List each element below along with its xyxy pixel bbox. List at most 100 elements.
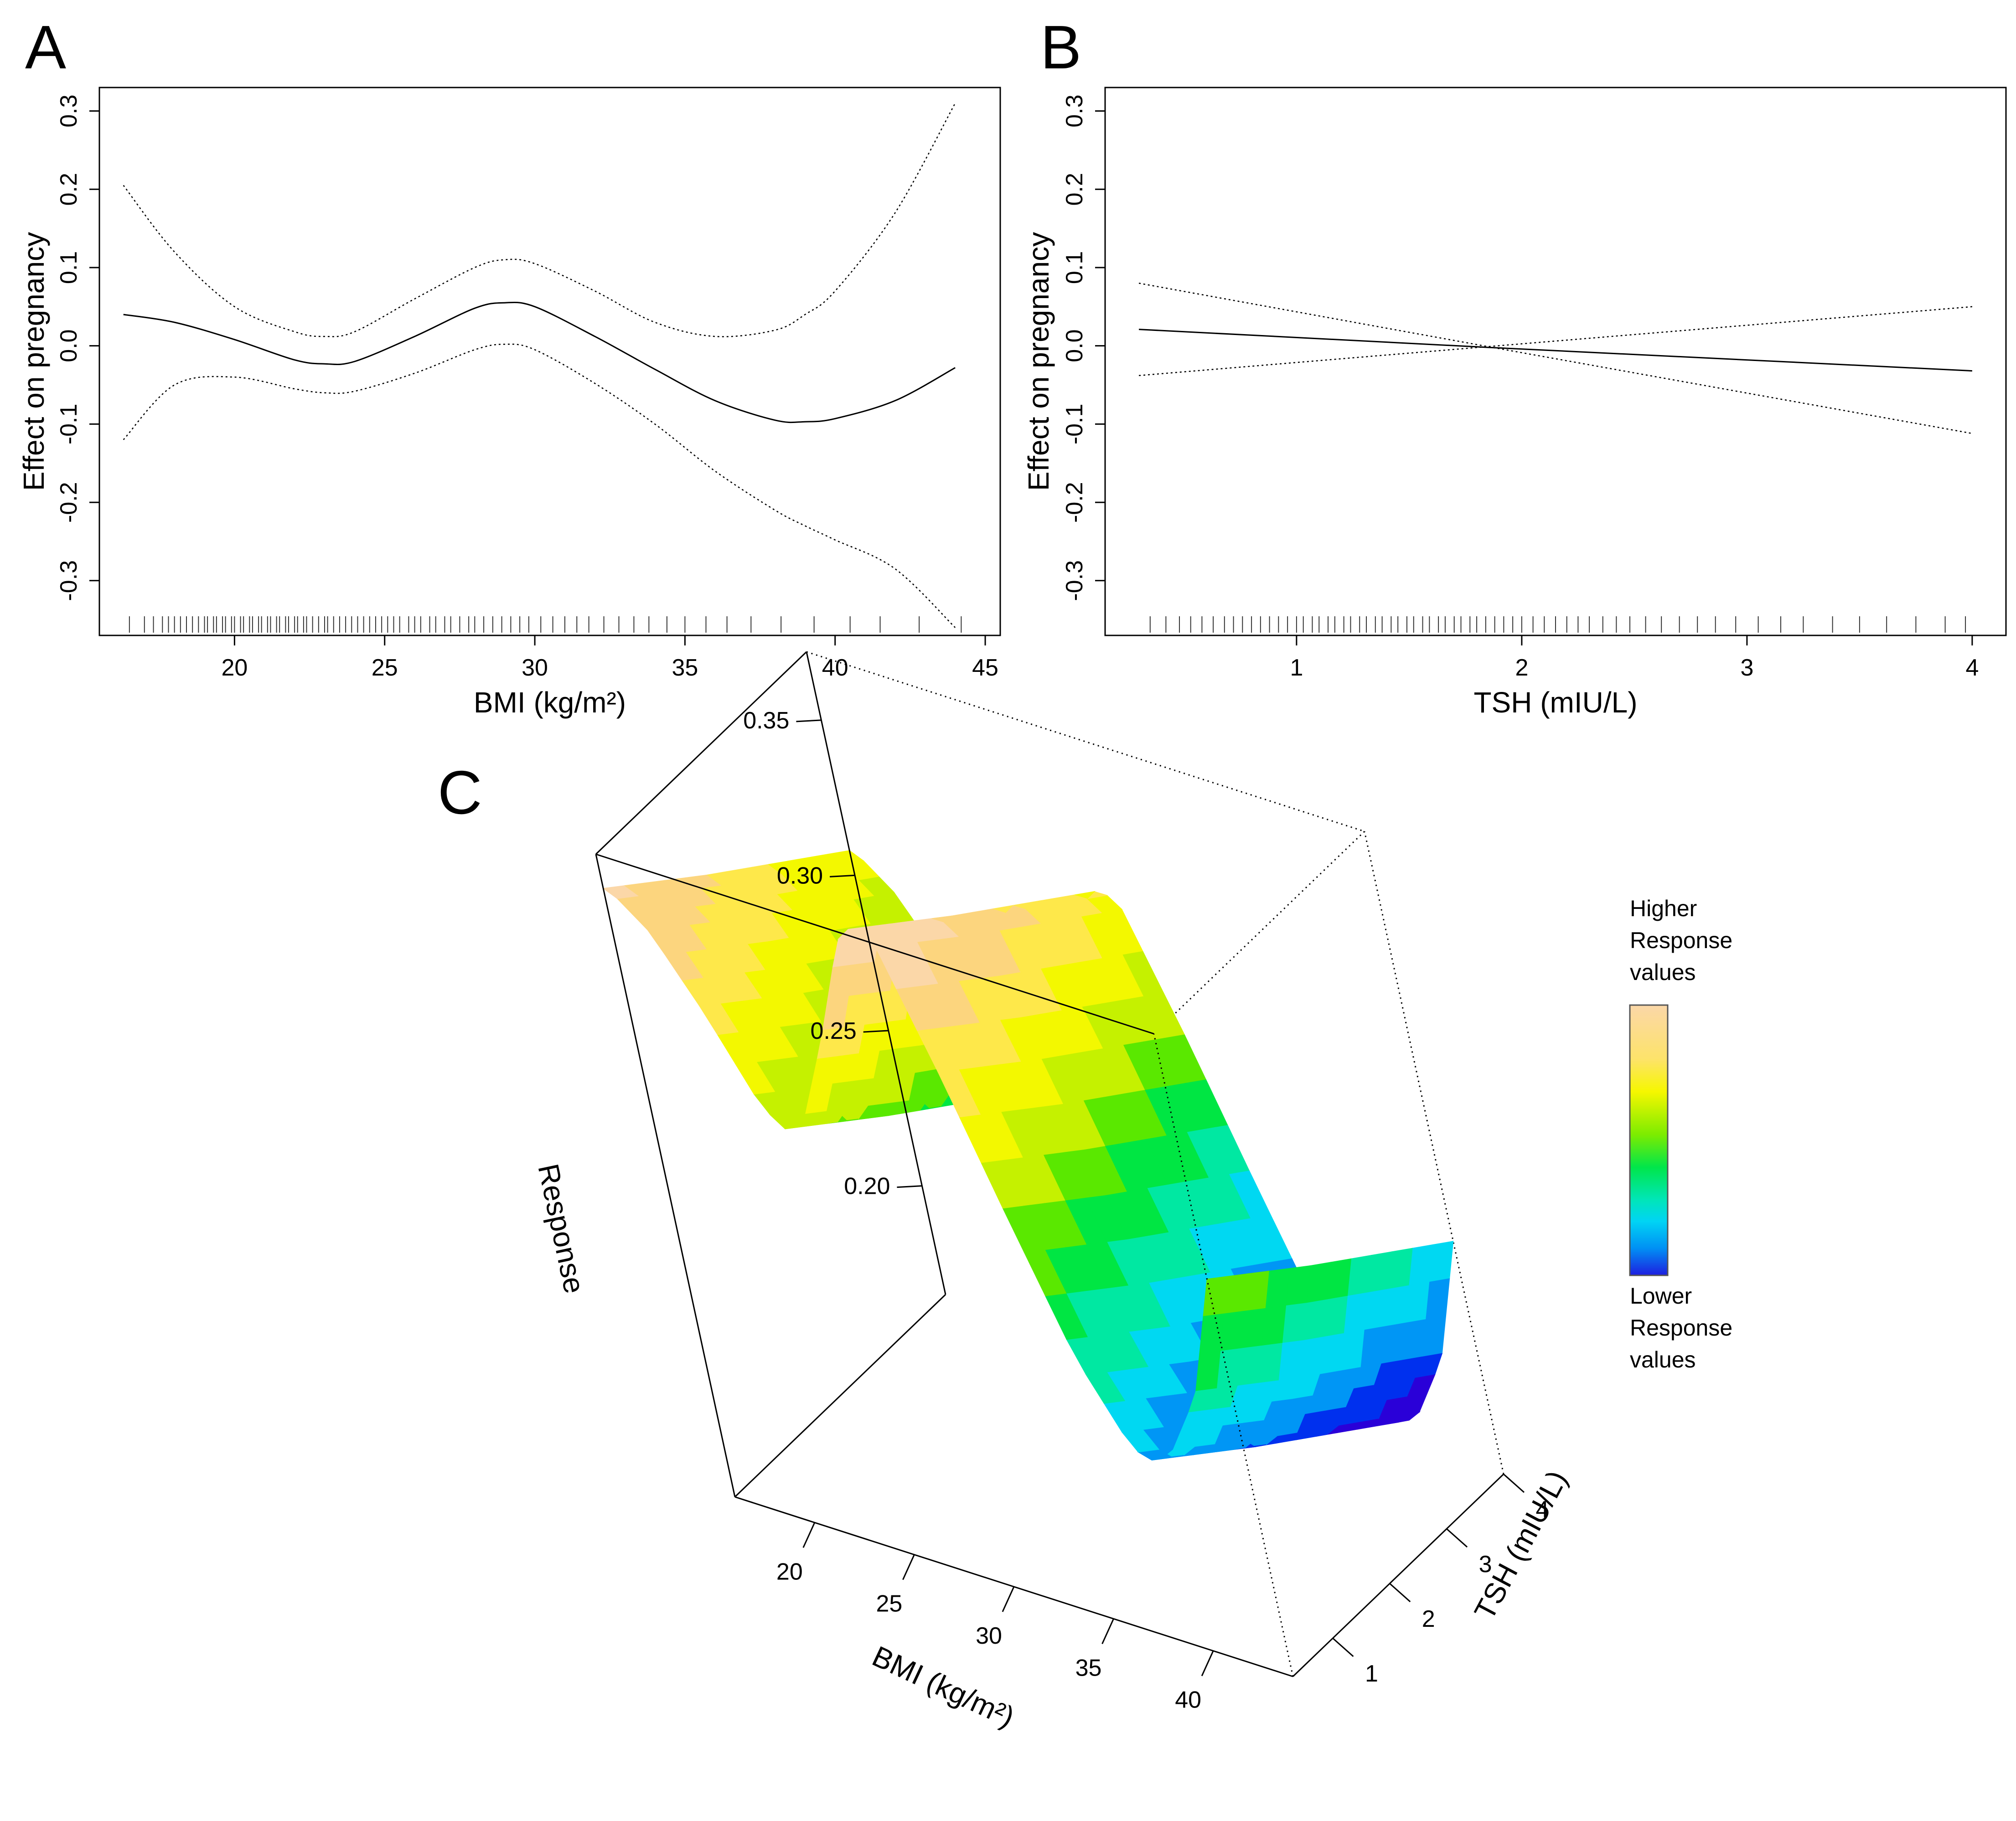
y-tick-label: 0.2	[56, 173, 82, 206]
ci-line	[1138, 346, 1973, 434]
box-back-edges	[806, 651, 1504, 1475]
legend-colorbar	[1629, 1004, 1669, 1276]
box-edge	[595, 853, 1154, 1035]
z-tick-label: 0.25	[811, 1018, 857, 1044]
z-tick-label: 0.20	[844, 1173, 890, 1200]
y-tick-label: 0.0	[56, 330, 82, 362]
x-axis-title-3d: BMI (kg/m²)	[868, 1640, 1019, 1733]
y-axis-a: -0.3 -0.2 -0.1 0.0 0.1 0.2 0.3	[56, 94, 99, 601]
x-tick-label: 1	[1290, 655, 1303, 681]
z-axis-title: Response	[532, 1161, 591, 1296]
plot-frame-a	[98, 87, 1001, 636]
y-tick-label: 0.1	[1061, 251, 1088, 284]
lines-a	[123, 103, 956, 628]
x-tick-label: 3	[1740, 655, 1753, 681]
y-tick-label: 3	[1479, 1551, 1492, 1578]
panel-letter-c: C	[438, 758, 482, 827]
legend-low-line-2: Response	[1630, 1315, 1732, 1341]
x-tick-label: 40	[1175, 1687, 1201, 1713]
color-legend: Higher Response values Lower Response va…	[1629, 896, 1732, 1372]
y-tick	[1446, 1528, 1468, 1548]
legend-high-line-3: values	[1630, 960, 1696, 985]
surface-facet	[1203, 1276, 1228, 1317]
ci-line	[123, 343, 956, 628]
panel-b: B -0.3 -0.2 -0.1 0.0 0.1 0.2 0.3 1 2 3 4 TSH (mIU…	[1022, 13, 2007, 719]
box-edge	[1292, 1473, 1504, 1677]
surface-facet	[1195, 1351, 1221, 1392]
x-tick-label: 25	[372, 655, 398, 681]
panel-letter-b: B	[1040, 13, 1081, 82]
x-axis-bmi-3d: 20 25 30 35 40	[776, 1522, 1214, 1713]
y-axis-title-a: Effect on pregnancy	[17, 232, 50, 491]
x-axis-title-b: TSH (mIU/L)	[1473, 686, 1637, 719]
box-edge	[806, 651, 946, 1295]
y-tick-label: -0.3	[56, 560, 82, 601]
box-edge	[595, 854, 736, 1497]
y-tick-label: 2	[1422, 1606, 1435, 1632]
ci-line	[123, 103, 956, 337]
z-tick	[897, 1185, 922, 1188]
z-tick	[830, 874, 855, 877]
y-tick	[1389, 1583, 1411, 1603]
z-tick-label: 0.35	[743, 707, 789, 734]
y-axis-tsh-3d: 1 2 3 4	[1332, 1473, 1549, 1687]
x-tick-label: 20	[776, 1558, 803, 1585]
x-tick-label: 35	[672, 655, 698, 681]
legend-low-line-1: Lower	[1630, 1283, 1692, 1309]
rug-b	[1149, 616, 1966, 633]
lines-b	[1138, 283, 1973, 434]
x-tick-label: 2	[1515, 655, 1528, 681]
panel-c: C 0.20 0.25 0.30 0.35 20 25 30 35 40 1 2 3 4 Respo…	[438, 651, 1732, 1733]
box-edge	[734, 1294, 946, 1498]
x-axis-b: 1 2 3 4	[1290, 635, 1979, 681]
y-tick-label: 1	[1365, 1661, 1378, 1687]
x-tick-label: 20	[221, 655, 248, 681]
panel-a: A -0.3-0.2-0.10.00.10.20.3 20 25 30 35 40 45 …	[17, 13, 1001, 719]
y-tick-label: 4	[1536, 1496, 1549, 1523]
rug-a	[129, 616, 962, 633]
x-tick-label: 30	[976, 1623, 1002, 1649]
x-tick	[802, 1522, 816, 1548]
y-tick-label: -0.2	[56, 482, 82, 523]
x-tick	[1201, 1651, 1214, 1677]
y-tick-label: 0.3	[56, 94, 82, 127]
x-tick	[1101, 1618, 1114, 1644]
y-tick-label: 0.2	[1061, 173, 1088, 206]
x-axis-a: 20 25 30 35 40 45	[221, 635, 998, 681]
legend-high-line-2: Response	[1630, 928, 1732, 953]
z-tick	[796, 719, 822, 722]
x-tick-label: 35	[1075, 1655, 1102, 1681]
y-tick-label: -0.3	[1061, 560, 1088, 601]
z-tick-label: 0.30	[777, 862, 823, 889]
x-tick-label: 45	[972, 655, 998, 681]
panel-letter-a: A	[25, 13, 66, 82]
response-surface	[602, 850, 1454, 1460]
y-tick-label: -0.1	[56, 404, 82, 445]
y-tick-label: -0.1	[1061, 404, 1088, 445]
y-tick-label: 0.3	[1061, 94, 1088, 127]
x-tick-label: 40	[822, 655, 848, 681]
y-tick-label: -0.2	[1061, 482, 1088, 523]
x-tick-label: 4	[1965, 655, 1979, 681]
y-tick-label: 0.1	[56, 251, 82, 284]
estimate-line	[123, 301, 956, 423]
x-axis-title-a: BMI (kg/m²)	[474, 686, 626, 719]
y-tick	[1503, 1473, 1525, 1493]
ci-line	[1138, 283, 1973, 347]
y-axis-title-b: Effect on pregnancy	[1022, 232, 1055, 491]
y-tick-label: 0.0	[1061, 330, 1088, 362]
y-tick	[1332, 1637, 1354, 1657]
legend-low-line-3: values	[1630, 1347, 1696, 1372]
y-axis-b: -0.3 -0.2 -0.1 0.0 0.1 0.2 0.3	[1061, 94, 1105, 601]
hidden-edge	[1153, 831, 1365, 1035]
surface-facet	[602, 885, 639, 899]
legend-high-line-1: Higher	[1630, 896, 1697, 921]
plot-frame-b	[1104, 87, 2007, 636]
x-tick-label: 30	[522, 655, 548, 681]
x-tick	[902, 1554, 915, 1580]
z-tick	[863, 1030, 889, 1033]
surface-facet	[1199, 1313, 1225, 1355]
x-tick-label: 25	[876, 1591, 903, 1617]
hidden-edge	[806, 651, 1365, 832]
